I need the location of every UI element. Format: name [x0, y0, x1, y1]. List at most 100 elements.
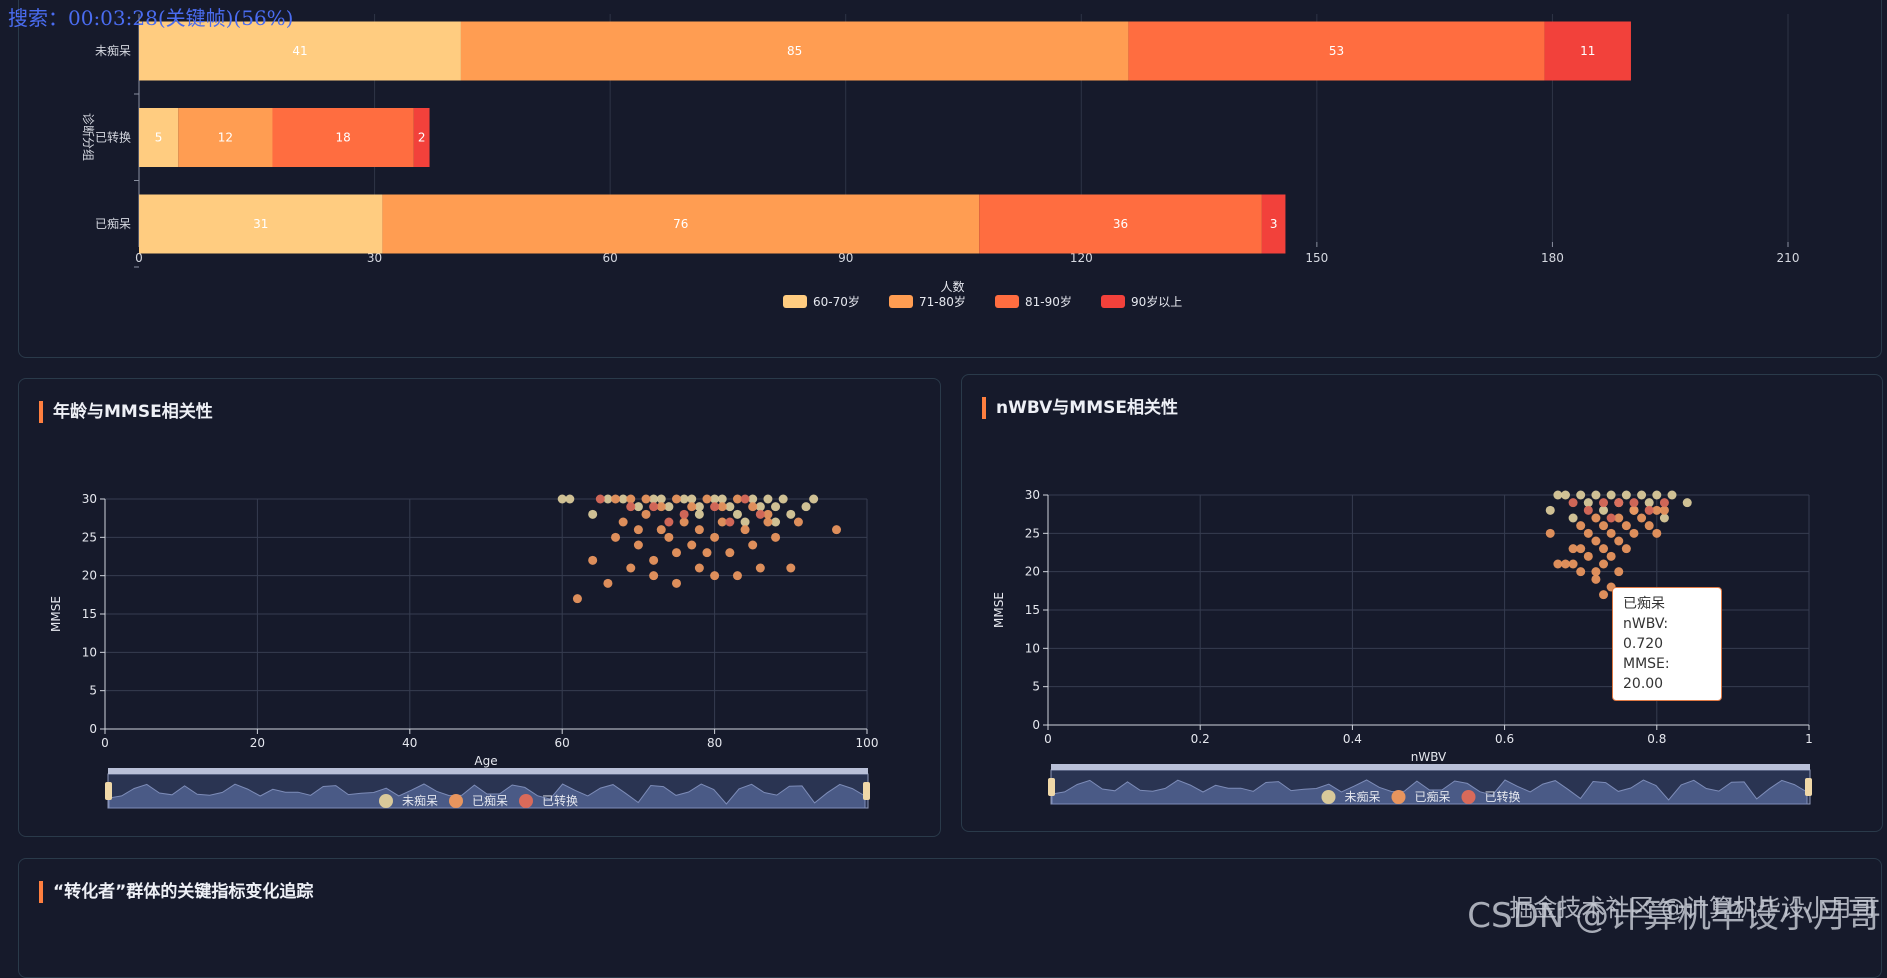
scatter-point [771, 517, 781, 527]
y-axis-title: 诊断分组 [81, 113, 96, 161]
scatter-point [763, 509, 773, 519]
bar-data-label: 31 [253, 217, 268, 231]
scatter-point [1606, 551, 1616, 561]
y-tick-label: 20 [1025, 565, 1040, 579]
scatter-point [786, 563, 796, 573]
scatter-point [1599, 544, 1609, 554]
zoom-handle-right [1805, 778, 1812, 796]
scatter-point [649, 494, 659, 504]
y-tick-label: 15 [82, 607, 97, 621]
scatter-point [1591, 513, 1601, 523]
scatter-point [1652, 505, 1662, 515]
bar-data-label: 18 [336, 131, 351, 145]
scatter-point [633, 525, 643, 535]
scatter-point [732, 509, 742, 519]
scatter-point [1667, 490, 1677, 500]
x-tick-label: 0 [135, 251, 143, 265]
age-mmse-title: 年龄与MMSE相关性 [39, 401, 213, 423]
y-tick-label: 25 [1025, 526, 1040, 540]
search-bar: 搜索：00:03:28(关键帧)(56%) [8, 6, 294, 30]
scatter-point [1644, 505, 1654, 515]
x-tick-label: 60 [603, 251, 618, 265]
legend-marker [379, 794, 393, 808]
legend-marker [1321, 790, 1336, 804]
legend-marker [449, 794, 463, 808]
bar-segment [979, 194, 1262, 254]
scatter-point [1583, 528, 1593, 538]
scatter-point [771, 532, 781, 542]
scatter-point [725, 548, 735, 558]
scatter-point [1599, 498, 1609, 508]
bar-data-label: 76 [673, 217, 688, 231]
scatter-point [1599, 590, 1609, 600]
scatter-point [732, 571, 742, 581]
zoom-slider-preview [108, 783, 866, 809]
x-tick-label: 20 [250, 736, 265, 750]
bar-segment [1544, 21, 1631, 81]
scatter-point [595, 494, 605, 504]
bar-data-label: 12 [218, 131, 233, 145]
legend-label: 未痴呆 [402, 793, 438, 808]
legend-marker [1461, 790, 1476, 804]
scatter-tooltip: 已痴呆 nWBV: 0.720 MMSE: 20.00 [1612, 587, 1722, 701]
bar-segment [460, 21, 1129, 81]
tooltip-mmse: MMSE: 20.00 [1623, 656, 1670, 692]
scatter-point [1576, 490, 1586, 500]
scatter-point [633, 540, 643, 550]
x-tick-label: 0.6 [1495, 732, 1514, 746]
converter-title: “转化者”群体的关键指标变化追踪 [39, 881, 313, 903]
x-axis-title: nWBV [1411, 750, 1447, 764]
scatter-point [626, 494, 636, 504]
scatter-point [626, 563, 636, 573]
y-tick-label: 已转换 [95, 130, 131, 145]
scatter-point [717, 494, 727, 504]
scatter-point [1591, 490, 1601, 500]
bar-segment [1128, 21, 1545, 81]
scatter-point [679, 517, 689, 527]
scatter-point [1599, 505, 1609, 515]
scatter-point [1583, 505, 1593, 515]
tooltip-nwbv: nWBV: 0.720 [1623, 616, 1669, 652]
scatter-point [1629, 505, 1639, 515]
legend-label: 已痴呆 [472, 793, 508, 808]
scatter-point [656, 494, 666, 504]
scatter-point [1545, 528, 1555, 538]
x-tick-label: 60 [555, 736, 570, 750]
legend-marker [519, 794, 533, 808]
scatter-point [1644, 521, 1654, 531]
scatter-point [755, 563, 765, 573]
y-tick-label: 30 [1025, 488, 1040, 502]
scatter-point [1614, 567, 1624, 577]
scatter-point [611, 532, 621, 542]
scatter-point [1568, 498, 1578, 508]
scatter-point [687, 502, 697, 512]
stacked-bar-chart: 0 30 60 90 120 150 180 210 未痴呆 41 85 53 11 已转换 5 12 18 2 已… [81, 14, 1799, 309]
age-mmse-panel: 年龄与MMSE相关性 0 20 40 60 80 100 0 5 10 15 20 25 30 Age MM… [18, 378, 941, 837]
scatter-point [717, 517, 727, 527]
scatter-point [702, 494, 712, 504]
legend-marker [1391, 790, 1406, 804]
scatter-point [588, 555, 598, 565]
y-tick-label: 10 [82, 645, 97, 659]
scatter-point [717, 502, 727, 512]
scatter-point [1576, 567, 1586, 577]
scatter-point [1621, 521, 1631, 531]
scatter-point [603, 578, 613, 588]
scatter-point [1682, 498, 1692, 508]
y-tick-label: 15 [1025, 603, 1040, 617]
scatter-point [763, 494, 773, 504]
x-tick-label: 0.8 [1647, 732, 1666, 746]
scatter-point [1606, 490, 1616, 500]
scatter-point [702, 548, 712, 558]
scatter-point [1659, 498, 1669, 508]
scatter-point [672, 578, 681, 588]
legend-label: 已转换 [542, 793, 578, 808]
watermark-overlay: 掘金技术社区 @计算机毕设小月哥 [1509, 894, 1877, 922]
scatter-point [1599, 521, 1609, 531]
bar-data-label: 11 [1580, 44, 1595, 58]
zoom-handle-right [863, 782, 870, 800]
y-tick-label: 10 [1025, 641, 1040, 655]
scatter-point [611, 494, 621, 504]
legend-label: 已痴呆 [1415, 789, 1451, 804]
